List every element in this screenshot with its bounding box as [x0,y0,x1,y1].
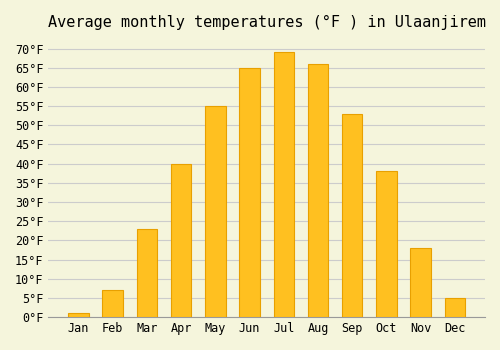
Bar [444,298,465,317]
Bar [376,172,396,317]
Bar [274,52,294,317]
Bar [308,64,328,317]
Bar [205,106,226,317]
Bar [240,68,260,317]
Title: Average monthly temperatures (°F ) in Ulaanjirem: Average monthly temperatures (°F ) in Ul… [48,15,486,30]
Bar [136,229,157,317]
Bar [342,114,362,317]
Bar [68,313,88,317]
Bar [102,290,123,317]
Bar [410,248,431,317]
Bar [171,164,192,317]
